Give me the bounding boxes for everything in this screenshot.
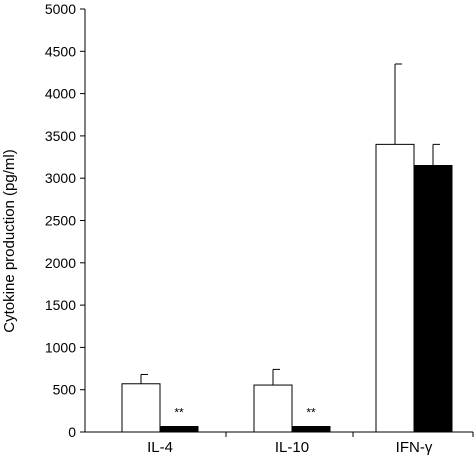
x-tick-label: IFN-γ bbox=[396, 439, 433, 456]
y-tick-label: 4500 bbox=[45, 43, 76, 59]
bar bbox=[121, 383, 161, 433]
axes: 0 500 1000 1500 2000 2500 3000 3500 4000 4500 5000 bbox=[45, 1, 474, 440]
y-tick-label: 500 bbox=[53, 382, 77, 398]
bar bbox=[159, 426, 199, 433]
y-tick-label: 1500 bbox=[45, 297, 76, 313]
y-tick-label: 2500 bbox=[45, 213, 76, 229]
error-bars bbox=[140, 63, 440, 386]
category-labels: IL-4 IL-10 IFN-γ bbox=[147, 439, 433, 456]
x-tick-label: IL-4 bbox=[147, 439, 173, 456]
bars bbox=[121, 143, 453, 433]
y-tick-label: 4000 bbox=[45, 86, 76, 102]
bar bbox=[413, 165, 453, 433]
bar bbox=[253, 384, 293, 433]
y-axis-label: Cytokine production (pg/ml) bbox=[1, 149, 18, 332]
y-tick-label: 1000 bbox=[45, 339, 76, 355]
y-tick-label: 3500 bbox=[45, 128, 76, 144]
y-tick-label: 5000 bbox=[45, 1, 76, 17]
annotations: ** ** bbox=[174, 406, 316, 420]
y-tick-label: 3000 bbox=[45, 170, 76, 186]
x-tick-label: IL-10 bbox=[275, 439, 309, 456]
bar bbox=[375, 143, 415, 433]
y-tick-label: 0 bbox=[68, 424, 76, 440]
significance-marker: ** bbox=[306, 406, 316, 420]
bar bbox=[291, 426, 331, 433]
significance-marker: ** bbox=[174, 406, 184, 420]
y-tick-label: 2000 bbox=[45, 255, 76, 271]
